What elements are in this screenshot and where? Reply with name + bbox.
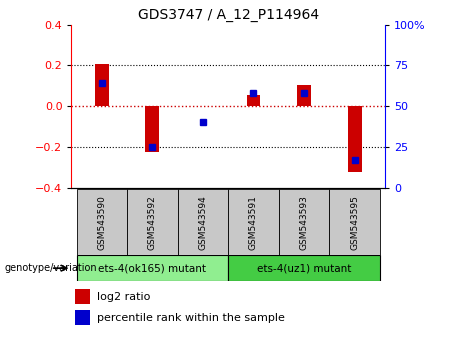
Text: ets-4(ok165) mutant: ets-4(ok165) mutant [98,263,207,273]
Bar [247,95,260,106]
Text: GSM543592: GSM543592 [148,195,157,250]
Bar [75,289,90,304]
Bar [77,189,127,255]
Text: genotype/variation: genotype/variation [5,263,97,273]
Bar [348,106,361,172]
Text: log2 ratio: log2 ratio [96,292,150,302]
Bar [297,85,311,106]
Bar [228,189,279,255]
Bar [75,310,90,325]
Bar [77,255,228,281]
Bar [127,189,177,255]
Bar [177,189,228,255]
Text: GSM543593: GSM543593 [300,195,308,250]
Bar [329,189,380,255]
Bar [95,64,109,106]
Text: GSM543594: GSM543594 [198,195,207,250]
Bar [228,255,380,281]
Text: GSM543591: GSM543591 [249,195,258,250]
Text: GSM543590: GSM543590 [97,195,106,250]
Bar [279,189,329,255]
Title: GDS3747 / A_12_P114964: GDS3747 / A_12_P114964 [138,8,319,22]
Text: ets-4(uz1) mutant: ets-4(uz1) mutant [257,263,351,273]
Text: percentile rank within the sample: percentile rank within the sample [96,313,284,323]
Bar [145,106,160,152]
Text: GSM543595: GSM543595 [350,195,359,250]
